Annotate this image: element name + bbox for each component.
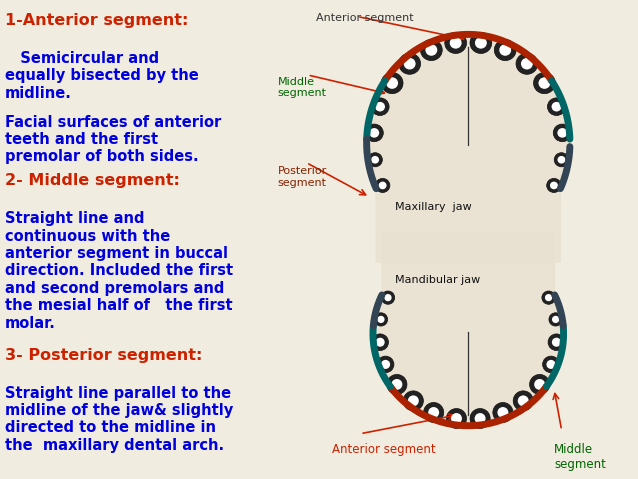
Ellipse shape <box>403 391 424 411</box>
Ellipse shape <box>534 379 545 390</box>
Text: Semicircular and
equally bisected by the
midline.: Semicircular and equally bisected by the… <box>4 51 198 101</box>
Ellipse shape <box>428 407 439 418</box>
Text: 3- Posterior segment:: 3- Posterior segment: <box>4 348 202 363</box>
Text: Mandibular jaw: Mandibular jaw <box>395 275 480 285</box>
Text: Straight line and
continuous with the
anterior segment in buccal
direction. Incl: Straight line and continuous with the an… <box>4 211 233 331</box>
Ellipse shape <box>518 395 529 406</box>
Ellipse shape <box>547 178 561 193</box>
Ellipse shape <box>426 44 437 56</box>
Ellipse shape <box>375 313 388 326</box>
Ellipse shape <box>543 356 560 373</box>
Ellipse shape <box>548 334 565 351</box>
Ellipse shape <box>538 77 551 89</box>
Ellipse shape <box>516 53 538 74</box>
Ellipse shape <box>365 124 383 142</box>
Ellipse shape <box>371 156 379 164</box>
Ellipse shape <box>558 128 567 137</box>
Ellipse shape <box>554 153 568 167</box>
Ellipse shape <box>382 72 403 94</box>
Text: Maxillary  jaw: Maxillary jaw <box>395 202 472 212</box>
Text: Middle
segment: Middle segment <box>278 77 327 98</box>
Ellipse shape <box>547 98 566 115</box>
Ellipse shape <box>371 98 389 115</box>
Ellipse shape <box>546 360 556 369</box>
Ellipse shape <box>375 178 390 193</box>
Ellipse shape <box>558 156 565 164</box>
Ellipse shape <box>445 32 466 54</box>
Ellipse shape <box>498 407 508 418</box>
Ellipse shape <box>377 316 385 323</box>
Ellipse shape <box>391 379 403 390</box>
Ellipse shape <box>475 37 487 49</box>
Ellipse shape <box>420 39 442 60</box>
Ellipse shape <box>521 58 533 69</box>
Ellipse shape <box>493 402 513 422</box>
Ellipse shape <box>545 294 553 301</box>
Ellipse shape <box>386 77 398 89</box>
Ellipse shape <box>451 413 462 424</box>
Polygon shape <box>373 233 563 426</box>
Ellipse shape <box>369 128 379 137</box>
Ellipse shape <box>378 182 387 189</box>
Ellipse shape <box>550 182 558 189</box>
Ellipse shape <box>381 360 390 369</box>
Ellipse shape <box>384 294 392 301</box>
Ellipse shape <box>542 291 555 304</box>
Ellipse shape <box>377 356 394 373</box>
Text: Posterior
segment: Posterior segment <box>278 166 327 188</box>
Ellipse shape <box>376 338 385 347</box>
Ellipse shape <box>553 124 572 142</box>
Text: Anterior segment: Anterior segment <box>316 13 413 23</box>
Ellipse shape <box>530 375 550 394</box>
Text: 2- Middle segment:: 2- Middle segment: <box>4 173 179 188</box>
Ellipse shape <box>470 409 490 428</box>
Ellipse shape <box>513 391 533 411</box>
Ellipse shape <box>404 58 415 69</box>
Ellipse shape <box>475 413 486 424</box>
Ellipse shape <box>552 316 560 323</box>
Ellipse shape <box>552 338 561 347</box>
Polygon shape <box>367 34 570 262</box>
Ellipse shape <box>368 153 382 167</box>
Ellipse shape <box>500 44 511 56</box>
Ellipse shape <box>447 409 466 428</box>
Ellipse shape <box>494 39 516 60</box>
Ellipse shape <box>408 395 419 406</box>
Text: 1-Anterior segment:: 1-Anterior segment: <box>4 13 188 28</box>
Ellipse shape <box>372 334 389 351</box>
Ellipse shape <box>387 375 407 394</box>
Text: Anterior segment: Anterior segment <box>332 443 435 456</box>
Ellipse shape <box>533 72 555 94</box>
Ellipse shape <box>424 402 443 422</box>
Ellipse shape <box>552 102 561 112</box>
Ellipse shape <box>470 32 492 54</box>
Ellipse shape <box>399 53 420 74</box>
Ellipse shape <box>549 313 562 326</box>
Ellipse shape <box>375 102 385 112</box>
Text: Facial surfaces of anterior
teeth and the first
premolar of both sides.: Facial surfaces of anterior teeth and th… <box>4 114 221 164</box>
Ellipse shape <box>382 291 395 304</box>
Ellipse shape <box>450 37 462 49</box>
Text: Straight line parallel to the
midline of the jaw& slightly
directed to the midli: Straight line parallel to the midline of… <box>4 386 233 453</box>
Text: Middle
segment: Middle segment <box>554 443 606 471</box>
